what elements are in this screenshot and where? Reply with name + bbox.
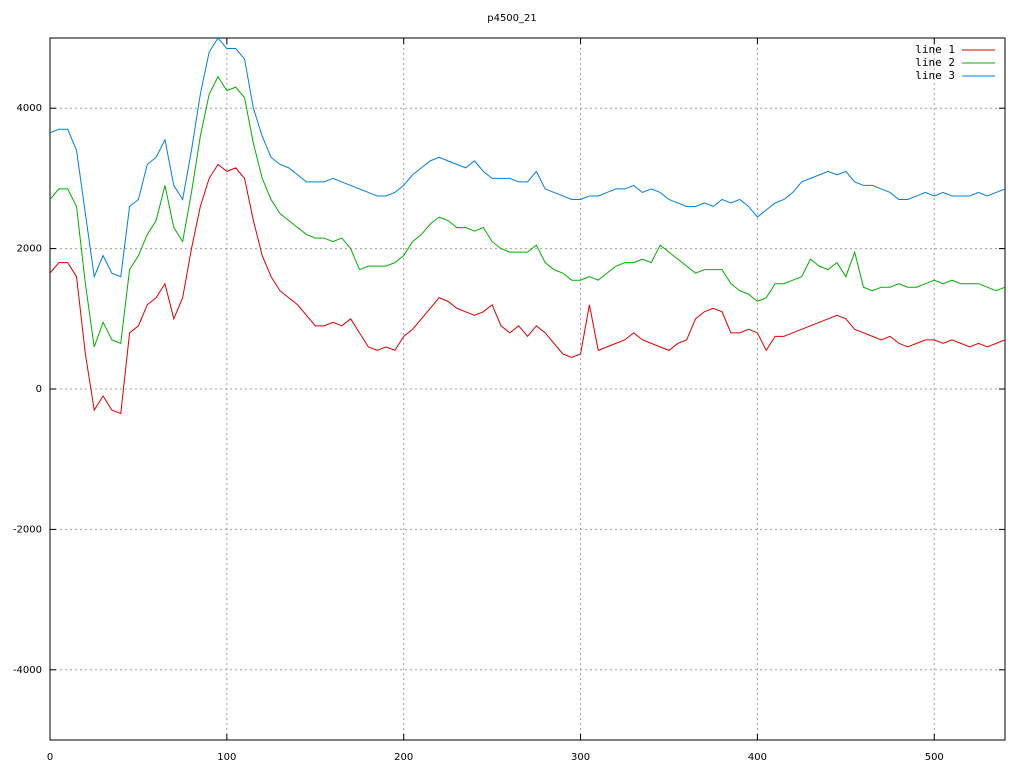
plot-border [49, 37, 1006, 741]
y-tick-label: -4000 [13, 665, 42, 676]
chart-title: p4500_21 [487, 13, 537, 24]
x-tick-label: 500 [925, 752, 944, 763]
x-tick-label: 0 [47, 752, 53, 763]
y-tick-label: 0 [36, 384, 42, 395]
legend-label: line 1 [915, 43, 955, 56]
x-tick-label: 400 [748, 752, 767, 763]
legend-label: line 2 [915, 56, 955, 69]
y-tick-label: -2000 [13, 524, 42, 535]
y-tick-label: 2000 [17, 244, 42, 255]
x-tick-label: 100 [217, 752, 236, 763]
legend-label: line 3 [915, 69, 955, 82]
data-line [50, 75, 1005, 348]
data-line [50, 38, 1005, 279]
x-tick-label: 300 [571, 752, 590, 763]
x-tick-label: 200 [394, 752, 413, 763]
data-line [50, 163, 1005, 415]
y-tick-label: 4000 [17, 103, 42, 114]
